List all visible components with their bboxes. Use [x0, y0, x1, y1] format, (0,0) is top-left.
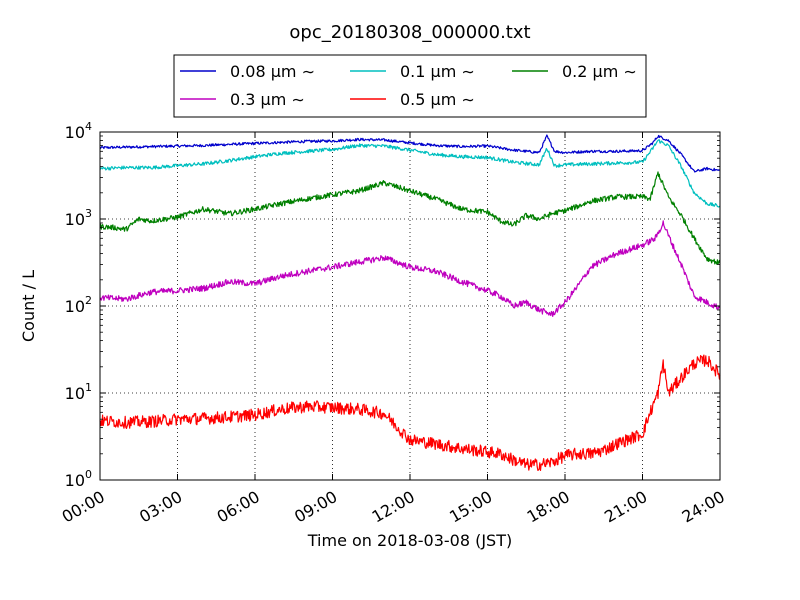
x-axis-label: Time on 2018-03-08 (JST) — [307, 531, 512, 550]
legend-label: 0.5 μm ∼ — [400, 90, 475, 109]
series-line — [99, 171, 721, 265]
series-line — [99, 354, 721, 471]
y-tick-exponent: 2 — [85, 294, 92, 307]
y-tick-exponent: 4 — [85, 120, 92, 133]
legend-box — [173, 54, 647, 118]
grid — [100, 132, 720, 480]
legend-label: 0.2 μm ∼ — [562, 62, 637, 81]
legend: 0.08 μm ∼ 0.1 μm ∼ 0.2 μm ∼ 0.3 μm ∼ 0.5 μm … — [173, 54, 647, 118]
series-line — [99, 134, 721, 173]
series-lines — [99, 134, 721, 471]
y-tick-exponent: 0 — [85, 468, 92, 481]
series-line — [99, 139, 721, 208]
legend-label: 0.3 μm ∼ — [230, 90, 305, 109]
y-axis-label: Count / L — [19, 270, 38, 342]
legend-label: 0.08 μm ∼ — [230, 62, 315, 81]
y-tick-exponent: 1 — [85, 381, 92, 394]
chart-title: opc_20180308_000000.txt — [289, 22, 530, 43]
series-line — [99, 220, 721, 317]
y-tick-exponent: 3 — [85, 207, 92, 220]
legend-label: 0.1 μm ∼ — [400, 62, 475, 81]
